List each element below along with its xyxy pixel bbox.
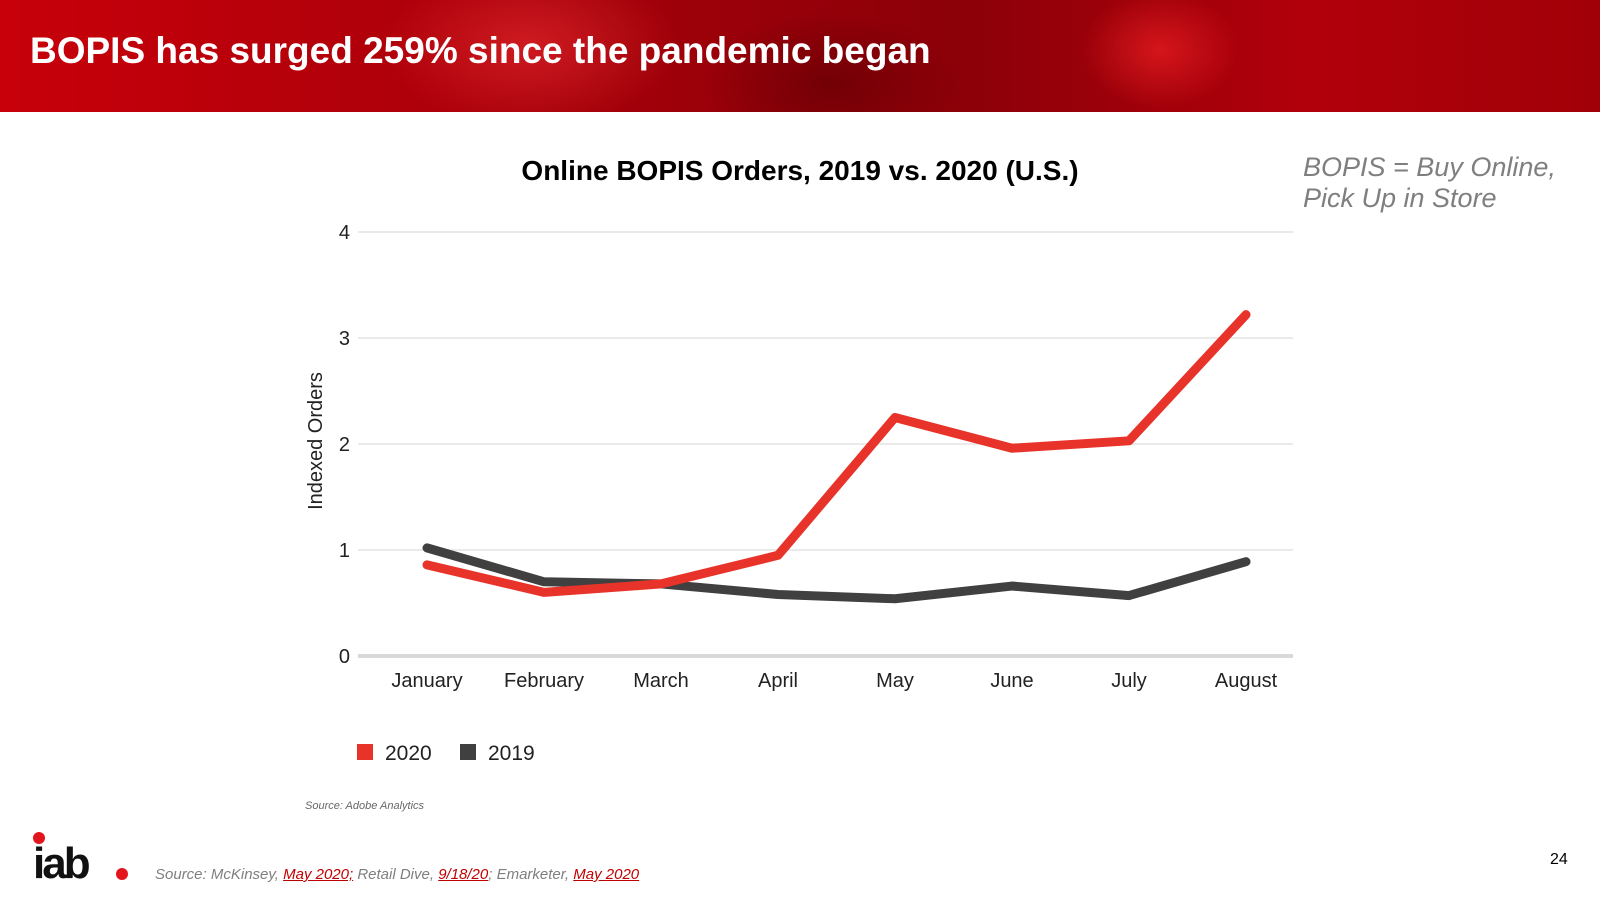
legend-label-2020: 2020 (385, 742, 432, 765)
banner-decoration (380, 0, 680, 112)
y-tick-label: 1 (339, 540, 350, 562)
footer-sources: Source: McKinsey, May 2020; Retail Dive,… (155, 866, 639, 883)
slide-title: BOPIS has surged 259% since the pandemic… (30, 30, 931, 71)
footer-source-prefix: Source: McKinsey, (155, 866, 284, 883)
series-line-2019 (422, 543, 1251, 604)
x-tick-label: August (1215, 670, 1278, 692)
x-tick-label: March (633, 670, 689, 692)
x-tick-label: February (504, 670, 584, 692)
y-tick-label: 2 (339, 434, 350, 456)
banner-decoration (1080, 0, 1240, 110)
y-tick-label: 0 (339, 646, 350, 668)
y-tick-label: 3 (339, 328, 350, 350)
series-lines (422, 310, 1251, 604)
x-tick-label: January (391, 670, 462, 692)
definition-line-1: BOPIS = Buy Online, (1303, 152, 1556, 182)
x-tick-label: June (990, 670, 1033, 692)
y-tick-label: 4 (339, 222, 350, 244)
y-axis-label: Indexed Orders (305, 372, 327, 510)
footer-source-text: Retail Dive, (353, 866, 439, 883)
x-tick-label: May (876, 670, 914, 692)
source-link-mckinsey[interactable]: May 2020; (283, 866, 354, 883)
gridlines (358, 231, 1293, 658)
chart-source: Source: Adobe Analytics (305, 800, 425, 812)
source-link-emarketer[interactable]: May 2020 (573, 866, 640, 883)
series-line-2020 (422, 310, 1251, 597)
x-tick-label: July (1111, 670, 1147, 692)
legend-swatch-2020 (357, 744, 373, 760)
footer-source-text: ; Emarketer, (488, 866, 574, 883)
iab-logo: iab (33, 832, 128, 888)
y-axis-ticks: 0 1 2 3 4 (339, 222, 350, 668)
legend-label-2019: 2019 (488, 742, 535, 765)
bopis-definition: BOPIS = Buy Online, Pick Up in Store (1303, 152, 1593, 214)
page-number: 24 (1550, 851, 1568, 868)
x-axis-ticks: January February March April May June July Augu… (391, 670, 1277, 692)
title-banner: BOPIS has surged 259% since the pandemic… (0, 0, 1600, 112)
x-tick-label: April (758, 670, 798, 692)
chart-title: Online BOPIS Orders, 2019 vs. 2020 (U.S.… (521, 155, 1078, 186)
svg-text:iab: iab (33, 839, 90, 888)
legend-swatch-2019 (460, 744, 476, 760)
definition-line-2: Pick Up in Store (1303, 183, 1497, 213)
legend: 2020 2019 (357, 742, 535, 765)
source-link-retail-dive[interactable]: 9/18/20 (438, 866, 489, 883)
